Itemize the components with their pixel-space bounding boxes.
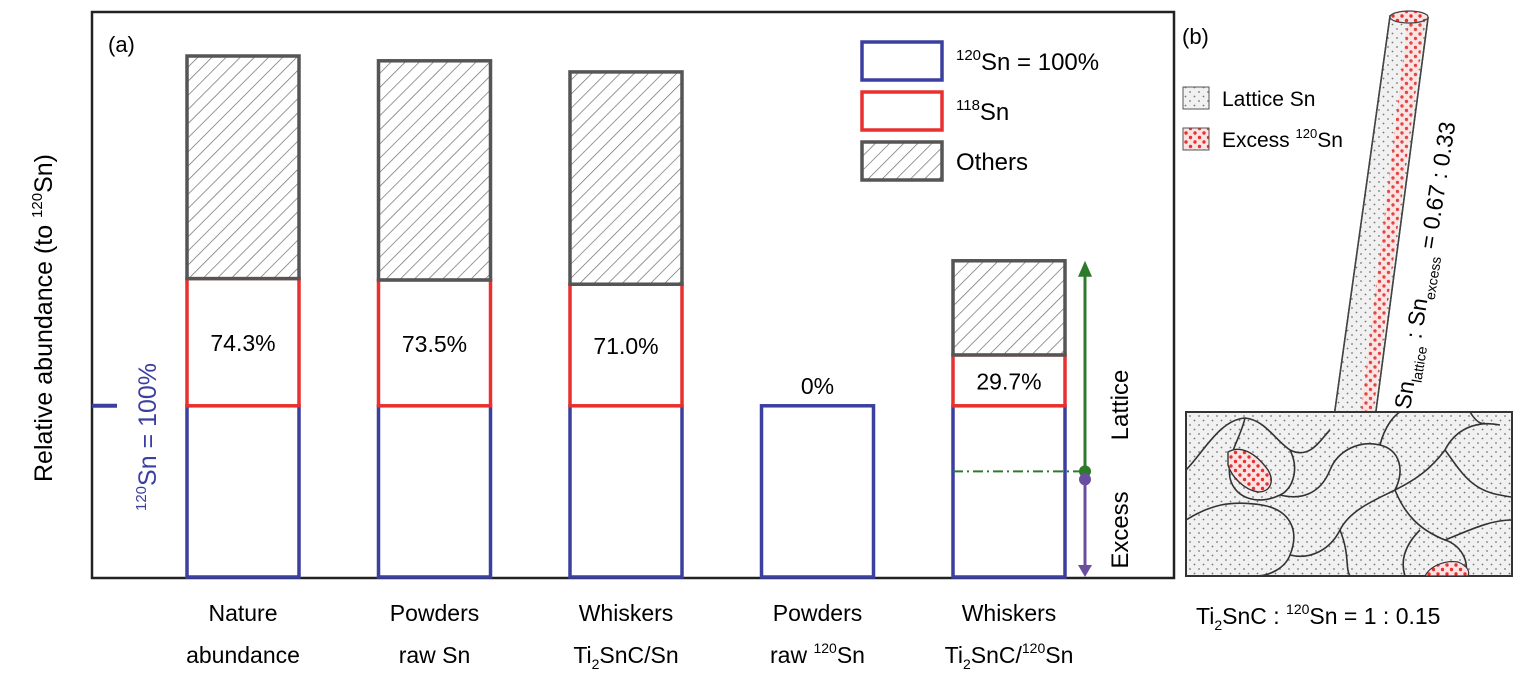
- category-label-3-line1: Whiskers: [579, 600, 674, 626]
- lattice-excess-annotation: Lattice Excess: [953, 260, 1134, 577]
- excess-arrow-tail: [1079, 473, 1091, 486]
- value-label-2: 73.5%: [402, 331, 467, 357]
- legend-excess-swatch: [1182, 127, 1210, 151]
- bar-base-1: [185, 404, 301, 579]
- legend-swatch-base: [860, 40, 944, 82]
- category-label-4-line2: raw 120Sn: [770, 640, 865, 668]
- lattice-label: Lattice: [1107, 370, 1134, 441]
- substrate-grains: [1185, 411, 1513, 577]
- bar-others-3: [568, 70, 684, 286]
- value-label-3: 71.0%: [593, 333, 658, 359]
- value-label-5: 29.7%: [976, 368, 1041, 394]
- legend: 120Sn = 100% 118Sn Others: [860, 40, 1099, 182]
- category-label-1-line2: abundance: [186, 642, 300, 668]
- excess-arrow-head: [1078, 565, 1092, 577]
- y-axis-label: Relative abundance (to 120Sn): [29, 154, 58, 482]
- category-label-4-line1: Powders: [773, 600, 862, 626]
- bar-base-5: [951, 404, 1067, 579]
- bar-others-2: [376, 59, 493, 282]
- value-label-4: 0%: [801, 373, 834, 399]
- bar-base-3: [568, 404, 684, 579]
- bar-others-5: [951, 259, 1067, 357]
- legend-swatch-sn118: [860, 90, 944, 132]
- category-label-3-line2: Ti2SnC/Sn: [573, 642, 678, 672]
- legend-lattice-label: Lattice Sn: [1222, 88, 1315, 111]
- panel-b: (b) Lattice Sn Excess 120Sn: [1182, 10, 1513, 633]
- bar-base-2: [376, 404, 493, 579]
- legend-lattice-swatch: [1182, 86, 1210, 110]
- excess-label: Excess: [1107, 491, 1134, 568]
- legend-label-others: Others: [956, 149, 1028, 176]
- x-axis-labels: Nature abundance Powders raw Sn Whiskers Ti2S…: [186, 600, 1073, 672]
- bar-sn118-5: [951, 353, 1067, 408]
- category-label-5-line1: Whiskers: [962, 600, 1057, 626]
- category-label-5-line2: Ti2SnC/120Sn: [945, 640, 1074, 672]
- bar-base-4: [759, 404, 876, 579]
- category-label-2-line2: raw Sn: [399, 642, 471, 668]
- composition-label: Ti2SnC : 120Sn = 1 : 0.15: [1196, 601, 1440, 633]
- bars: 74.3% 73.5% 71.0% 0% 29.7%: [185, 54, 1067, 579]
- bar-sn118-2: [376, 278, 493, 408]
- legend-excess-label: Excess 120Sn: [1222, 126, 1343, 152]
- category-label-2-line1: Powders: [390, 600, 479, 626]
- bar-others-1: [185, 54, 301, 281]
- bar-sn118-3: [568, 282, 684, 408]
- legend-swatch-others: [860, 140, 944, 182]
- bar-sn118-1: [185, 276, 301, 408]
- panel-a-label: (a): [108, 32, 135, 57]
- legend-label-sn118: 118Sn: [956, 97, 1009, 126]
- category-label-1-line1: Nature: [208, 600, 277, 626]
- panel-b-label: (b): [1182, 24, 1209, 49]
- legend-label-base: 120Sn = 100%: [956, 47, 1099, 76]
- base-level-label: 120Sn = 100%: [133, 363, 162, 511]
- lattice-arrow-head: [1078, 260, 1092, 277]
- value-label-1: 74.3%: [210, 330, 275, 356]
